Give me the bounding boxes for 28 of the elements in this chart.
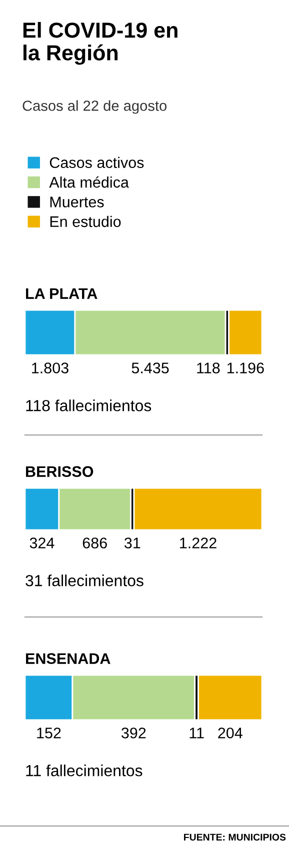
bar [198,675,262,721]
data-label: 5.435 [132,362,169,374]
legend-label: Muertes [50,196,104,208]
chart-title: El COVID-19 en la Región [23,22,178,65]
data-label: 1.196 [227,362,264,374]
text: 118 fallecimientos [26,400,152,412]
text: 11 fallecimientos [26,764,142,776]
source-note: FUENTE: MUNICIPIOS [184,834,286,841]
data-label: 204 [218,728,242,738]
data-label: 31 [124,538,140,548]
data-label: 1.222 [180,538,216,548]
data-label: 392 [122,728,146,738]
y-tick-label: BERISSO [26,466,94,477]
bar [228,310,262,356]
data-label: 152 [37,728,61,738]
legend-label: En estudio [50,216,121,228]
bar [133,488,262,531]
data-label: 324 [30,538,54,548]
data-label: 1.803 [32,362,68,374]
chart-subtitle: Casos al 22 de agosto [22,100,167,114]
data-label: 118 [197,362,220,374]
legend-label: Alta médica [49,176,129,188]
y-tick-label: LA PLATA [26,288,98,299]
data-label: 11 [190,728,204,738]
text: 31 fallecimientos [26,574,144,586]
y-tick-label: ENSENADA [26,653,110,664]
data-label: 686 [82,538,107,548]
legend-label: Casos activos [50,156,144,168]
